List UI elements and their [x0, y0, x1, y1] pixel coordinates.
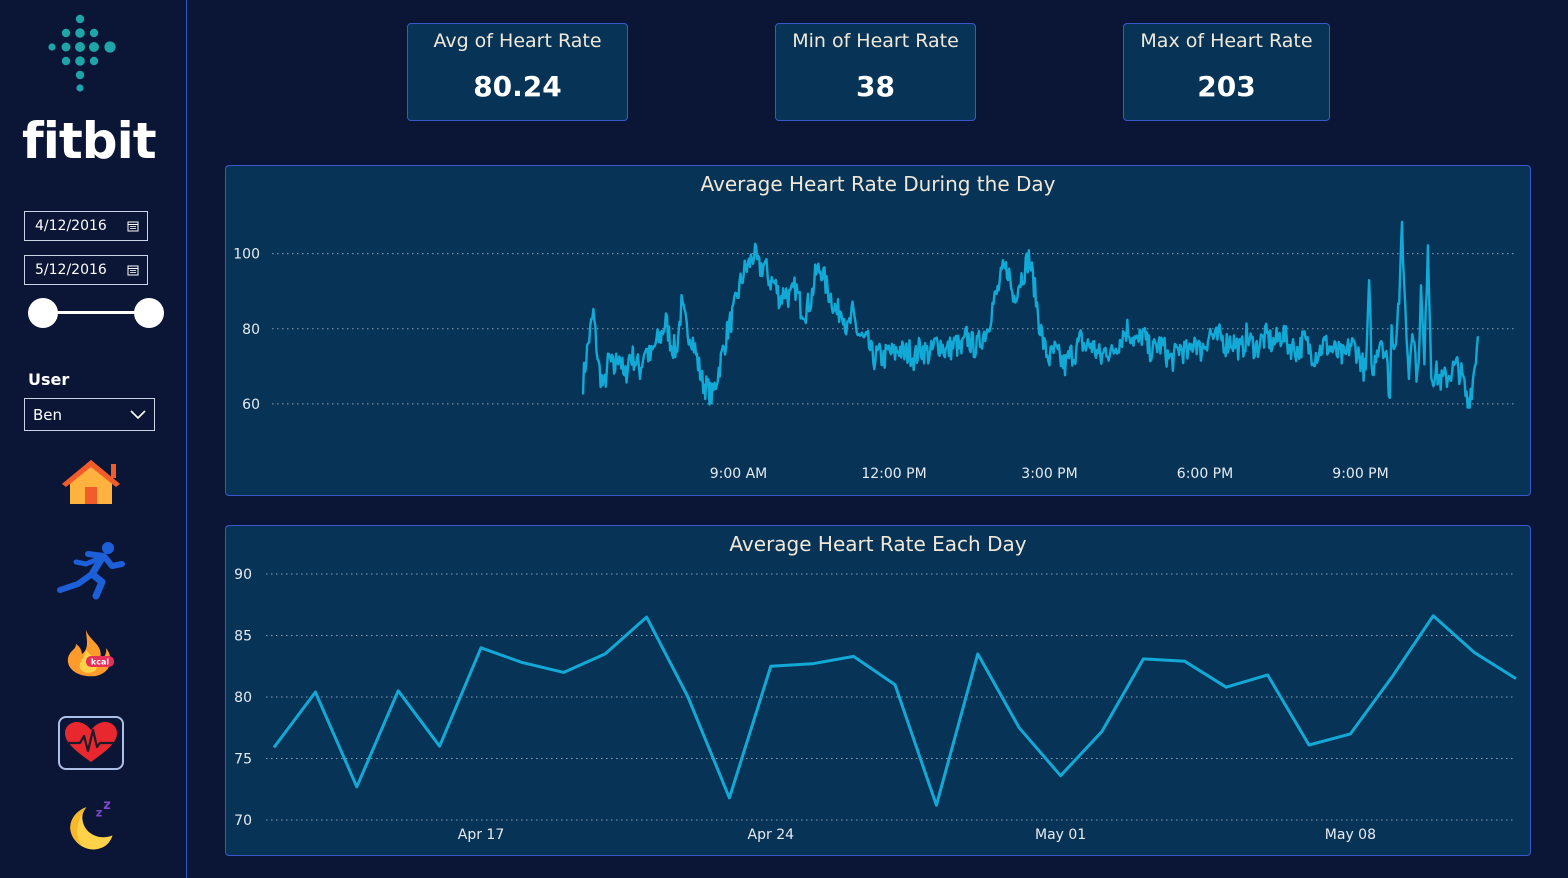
- kpi-title: Max of Heart Rate: [1140, 30, 1313, 52]
- kpi-title: Avg of Heart Rate: [433, 30, 602, 52]
- user-label: User: [28, 370, 70, 389]
- kpi-value: 203: [1197, 70, 1256, 103]
- kpi-title: Min of Heart Rate: [792, 30, 959, 52]
- daily-heart-rate-chart: 70 75 80 85 90 Apr 17 Apr 24 May 01 May 08: [234, 567, 1517, 843]
- end-date-value: 5/12/2016: [35, 262, 107, 278]
- y-tick-label: 70: [234, 813, 252, 829]
- heart-rate-nav-item[interactable]: [58, 716, 124, 770]
- y-tick-label: 85: [234, 629, 252, 645]
- calories-icon[interactable]: kcal: [56, 626, 126, 686]
- start-date-input[interactable]: 4/12/2016: [24, 211, 148, 241]
- chart-panel-intraday: Average Heart Rate During the Day 60 80 10…: [225, 165, 1531, 496]
- x-tick-label: 3:00 PM: [1021, 466, 1077, 482]
- chart-title: Average Heart Rate Each Day: [729, 532, 1027, 556]
- user-dropdown-value: Ben: [33, 405, 63, 424]
- svg-text:kcal: kcal: [91, 658, 109, 667]
- heart-rate-icon: [65, 722, 117, 762]
- start-date-value: 4/12/2016: [35, 218, 107, 234]
- x-tick-label: May 01: [1035, 827, 1086, 843]
- y-tick-label: 80: [234, 690, 252, 706]
- y-tick-label: 60: [242, 397, 260, 413]
- x-tick-label: Apr 24: [748, 827, 795, 843]
- home-icon[interactable]: [56, 456, 126, 516]
- kpi-card-max: Max of Heart Rate 203: [1123, 23, 1330, 121]
- y-tick-label: 100: [233, 247, 260, 263]
- y-tick-label: 75: [234, 752, 252, 768]
- sidebar: fitbit 4/12/2016 5/12/2016 User Ben kcal: [0, 0, 187, 878]
- x-tick-label: 9:00 AM: [710, 466, 768, 482]
- svg-text:z: z: [103, 798, 111, 813]
- sleep-icon[interactable]: z z: [56, 796, 126, 856]
- kpi-value: 80.24: [473, 70, 562, 103]
- y-tick-label: 80: [242, 322, 260, 338]
- date-range-slider-track[interactable]: [42, 311, 150, 314]
- brand-name: fitbit: [22, 112, 157, 170]
- svg-text:z: z: [96, 807, 103, 820]
- daily-average-series-line: [272, 614, 1517, 807]
- chart-title: Average Heart Rate During the Day: [700, 172, 1056, 196]
- date-range-start-handle[interactable]: [28, 298, 58, 328]
- user-dropdown[interactable]: Ben: [24, 398, 155, 431]
- heart-rate-series-line: [581, 220, 1480, 409]
- calendar-icon: [127, 221, 139, 232]
- intraday-heart-rate-chart: 60 80 100 9:00 AM 12:00 PM 3:00 PM 6:00 PM 9:00…: [233, 220, 1516, 482]
- kpi-value: 38: [856, 70, 895, 103]
- x-tick-label: Apr 17: [458, 827, 504, 843]
- kpi-card-min: Min of Heart Rate 38: [775, 23, 976, 121]
- x-tick-label: 6:00 PM: [1177, 466, 1233, 482]
- running-icon[interactable]: [56, 540, 126, 600]
- fitbit-logo-icon: [48, 14, 116, 92]
- x-tick-label: May 08: [1325, 827, 1376, 843]
- chevron-down-icon: [130, 409, 146, 419]
- kpi-card-avg: Avg of Heart Rate 80.24: [407, 23, 628, 121]
- calendar-icon: [127, 265, 139, 276]
- end-date-input[interactable]: 5/12/2016: [24, 255, 148, 285]
- x-tick-label: 12:00 PM: [861, 466, 926, 482]
- chart-panel-daily: Average Heart Rate Each Day 70 75 80 85 90 Ap…: [225, 525, 1531, 856]
- date-range-end-handle[interactable]: [134, 298, 164, 328]
- x-tick-label: 9:00 PM: [1332, 466, 1388, 482]
- y-tick-label: 90: [234, 567, 252, 583]
